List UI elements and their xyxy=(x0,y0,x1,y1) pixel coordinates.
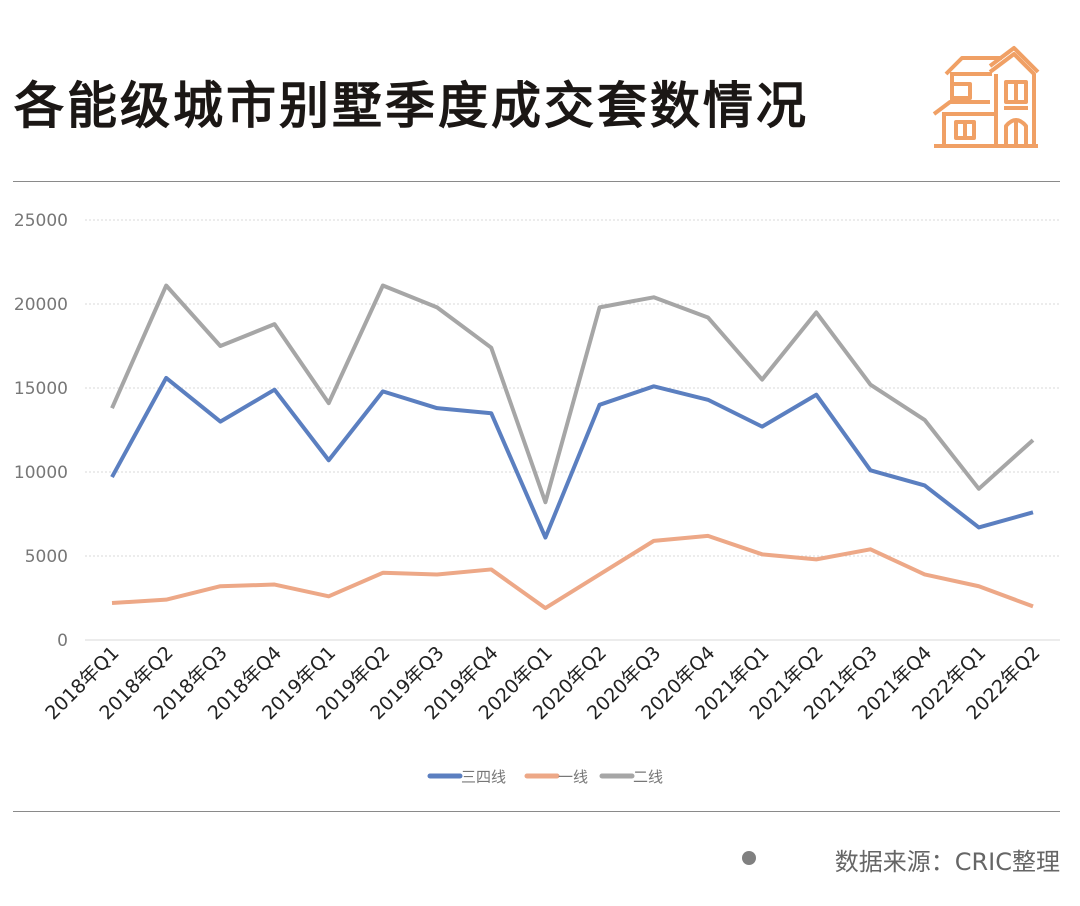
legend-label: 二线 xyxy=(633,768,663,786)
legend-label: 一线 xyxy=(558,768,588,786)
top-divider xyxy=(13,181,1060,182)
y-tick-label: 5000 xyxy=(25,547,68,567)
house-icon xyxy=(932,46,1040,148)
series-line-二线 xyxy=(110,283,1035,505)
y-tick-label: 10000 xyxy=(14,463,68,483)
bottom-divider xyxy=(13,811,1060,812)
series-line-三四线 xyxy=(110,375,1034,540)
y-tick-label: 15000 xyxy=(14,379,68,399)
line-chart: 05000100001500020000250002018年Q12018年Q22… xyxy=(14,211,1060,786)
y-tick-label: 20000 xyxy=(14,295,68,315)
series-line-一线 xyxy=(111,533,1034,611)
page-title: 各能级城市别墅季度成交套数情况 xyxy=(14,77,809,135)
legend-label: 三四线 xyxy=(461,768,506,786)
source-note: 数据来源：CRIC整理 xyxy=(834,848,1060,876)
y-tick-label: 0 xyxy=(57,631,68,651)
y-tick-label: 25000 xyxy=(14,211,68,231)
bullet-icon xyxy=(742,851,756,865)
